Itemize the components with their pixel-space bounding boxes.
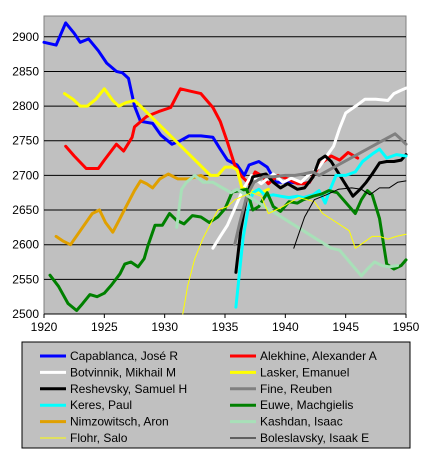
x-tick-label: 1930 [151,320,178,334]
x-tick-label: 1935 [212,320,239,334]
x-tick-label: 1920 [31,320,58,334]
legend-label: Keres, Paul [70,398,132,412]
y-tick-label: 2900 [12,30,39,44]
legend-label: Boleslavsky, Isaak E [260,431,369,445]
legend-label: Capablanca, José R [70,349,178,363]
series-line-4 [234,153,408,274]
legend-label: Botvinnik, Mikhail M [70,365,176,379]
plot-area [43,15,407,315]
series-line-3 [63,87,270,195]
legend-box [21,341,411,449]
x-tick-label: 1925 [91,320,118,334]
series-line-8 [54,172,209,247]
series-lines [42,21,408,315]
y-tick-label: 2600 [12,238,39,252]
y-axis-ticks: 2500 2550 2600 2650 2700 2750 2800 2850 2900 [12,30,39,321]
y-tick-label: 2500 [12,307,39,321]
legend-label: Flohr, Salo [70,431,128,445]
series-line-9 [175,173,400,278]
y-tick-label: 2850 [12,64,39,78]
legend-label: Nimzowitsch, Aron [70,415,169,429]
legend-label: Euwe, Machgielis [260,398,353,412]
x-axis-ticks: 1920 1925 1930 1935 1940 1945 1950 [31,314,420,334]
legend-label: Lasker, Emanuel [260,365,349,379]
y-tick-label: 2800 [12,99,39,113]
y-tick-label: 2750 [12,134,39,148]
legend-label: Reshevsky, Samuel H [70,382,187,396]
series-line-0 [42,21,311,186]
y-tick-label: 2650 [12,203,39,217]
y-tick-label: 2700 [12,168,39,182]
gridlines [44,36,406,315]
y-tick-label: 2550 [12,272,39,286]
legend-label: Alekhine, Alexander A [260,349,377,363]
series-line-11 [293,180,407,249]
x-tick-label: 1940 [272,320,299,334]
x-tick-label: 1950 [393,320,420,334]
legend: Capablanca, José R Alekhine, Alexander A B… [40,349,377,445]
legend-label: Kashdan, Isaac [260,415,343,429]
series-line-7 [48,187,408,312]
series-line-10 [182,192,407,315]
legend-label: Fine, Reuben [260,382,332,396]
x-tick-label: 1945 [332,320,359,334]
